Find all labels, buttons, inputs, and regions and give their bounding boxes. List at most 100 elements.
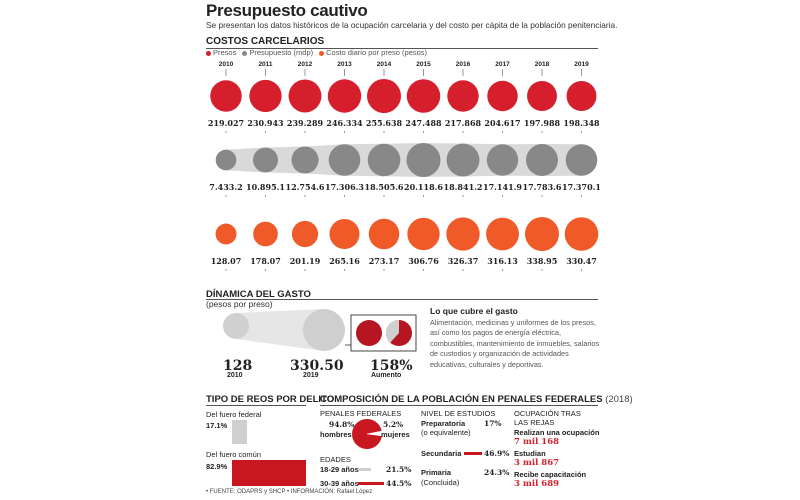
bubble-presupuesto xyxy=(526,144,558,176)
data-label: 10.895.1 xyxy=(246,182,285,192)
bubble-presupuesto xyxy=(446,143,480,177)
dinamica-graphic xyxy=(223,309,417,352)
penales-label: PENALES FEDERALES xyxy=(320,409,402,418)
bubble-presupuesto xyxy=(252,147,279,173)
hombres-pct: 94.8% xyxy=(329,420,355,429)
bubble-presupuesto xyxy=(565,144,598,176)
mujeres-pct: 5.2% xyxy=(383,420,404,429)
edades-label: EDADES xyxy=(320,455,351,464)
cubre-text: Alimentación, medicinas y uniformes de l… xyxy=(430,318,600,369)
comun-pct: 82.9% xyxy=(206,462,228,471)
bubble-presupuesto xyxy=(328,144,361,176)
data-label: 18.505.6 xyxy=(365,182,404,192)
year-label: 2015 xyxy=(416,61,431,68)
pie-mujeres xyxy=(366,430,383,437)
bubble-chart: 2010 2011 2012 2013 2014 2015 2016 2017 2018 2019… xyxy=(208,61,600,271)
tipo-header: TIPO DE REOS POR DELITO xyxy=(206,394,335,405)
data-label: 197.988 xyxy=(524,118,561,128)
dinamica-end-value: 330.50 xyxy=(290,358,344,374)
data-label: 17.141.9 xyxy=(483,182,522,192)
footer-credits: • FUENTE: ODAPRS y SHCP • INFORMACIÓN: R… xyxy=(206,489,373,495)
bubble-costo xyxy=(446,217,480,251)
growth-band xyxy=(236,309,324,351)
federal-bar xyxy=(232,420,247,444)
data-label: 338.95 xyxy=(527,256,558,266)
dinamica-header: DÍNAMICA DEL GASTO xyxy=(206,289,311,300)
edad1-label: 18-29 años xyxy=(320,465,359,474)
sec-bar xyxy=(464,452,482,455)
capacitacion-label: Recibe capacitación xyxy=(514,470,587,479)
dinamica-start-value: 128 xyxy=(223,358,253,374)
year-label: 2019 xyxy=(574,61,589,68)
dinamica-increase-label: Aumento xyxy=(371,372,402,379)
composicion-year: (2018) xyxy=(605,394,633,405)
composicion-header-text: COMPOSICIÓN DE LA POBLACIÓN EN PENALES F… xyxy=(320,394,603,405)
legend-dot-gray xyxy=(242,50,248,56)
data-label: 316.13 xyxy=(487,256,518,266)
data-label: 12.754.6 xyxy=(286,182,325,192)
gender-pie xyxy=(352,419,383,449)
bubble-presos xyxy=(327,79,362,113)
prep-label: Preparatoria xyxy=(421,419,466,428)
composicion-header: COMPOSICIÓN DE LA POBLACIÓN EN PENALES F… xyxy=(320,394,633,405)
legend-item-costo: Costo diario por preso (pesos) xyxy=(319,48,427,57)
data-label: 217.868 xyxy=(445,118,482,128)
data-label: 20.118.6 xyxy=(404,182,443,192)
bubble-presupuesto xyxy=(486,144,519,176)
data-label: 330.47 xyxy=(566,256,597,266)
bubble-costo xyxy=(215,223,237,245)
sec-pct: 46.9% xyxy=(484,449,510,458)
data-label: 219.027 xyxy=(208,118,244,128)
legend-item-presupuesto: Presupuesto (mdp) xyxy=(242,48,313,57)
circle-2010 xyxy=(223,313,249,339)
bubble-costo xyxy=(564,217,599,251)
bubble-presos xyxy=(210,80,242,112)
comun-bar xyxy=(232,460,306,486)
bubble-presos xyxy=(527,81,557,111)
ocupacion-header-1: OCUPACIÓN TRAS xyxy=(514,409,581,418)
year-label: 2018 xyxy=(535,61,550,68)
dinamica-start-year: 2010 xyxy=(227,372,243,379)
dinamica-increase: 158% xyxy=(370,358,413,374)
chart-legend: Presos Presupuesto (mdp) Costo diario po… xyxy=(206,48,427,57)
bubble-costo xyxy=(407,217,440,251)
legend-label: Costo diario por preso (pesos) xyxy=(326,48,428,57)
estudian-label: Estudian xyxy=(514,449,546,458)
bubble-presos xyxy=(367,79,401,113)
data-label: 265.16 xyxy=(329,256,360,266)
divider xyxy=(206,405,306,406)
data-label: 204.617 xyxy=(484,118,520,128)
comun-label: Del fuero común xyxy=(206,450,262,459)
data-label: 7.433.2 xyxy=(209,182,242,192)
bubble-costo xyxy=(291,220,319,248)
data-label: 306.76 xyxy=(408,256,439,266)
ocupacion-header-2: LAS REJAS xyxy=(514,418,555,427)
data-label: 246.334 xyxy=(326,118,363,128)
edad2-label: 30-39 años xyxy=(320,479,359,488)
increase-slice xyxy=(385,319,399,343)
federal-pct: 17.1% xyxy=(206,421,228,430)
costos-header: COSTOS CARCELARIOS xyxy=(206,36,598,49)
year-label: 2011 xyxy=(258,61,272,68)
bubble-presos xyxy=(566,81,597,111)
data-label: 128.07 xyxy=(211,256,242,266)
circle-2019 xyxy=(303,309,345,351)
legend-item-presos: Presos xyxy=(206,48,236,57)
bubble-presupuesto xyxy=(406,143,441,177)
divider xyxy=(206,299,598,300)
legend-label: Presos xyxy=(213,48,237,57)
data-label: 273.17 xyxy=(369,256,400,266)
data-label: 178.07 xyxy=(250,256,281,266)
realizan-value: 7 mil 168 xyxy=(514,437,560,447)
bubble-costo xyxy=(486,217,519,251)
data-label: 230.943 xyxy=(247,118,284,128)
year-label: 2013 xyxy=(337,61,352,68)
bubble-presupuesto xyxy=(291,146,319,174)
divider xyxy=(320,405,598,406)
bubble-costo xyxy=(525,217,559,251)
edad1-pct: 21.5% xyxy=(386,465,412,474)
data-label: 17.370.1 xyxy=(562,182,600,192)
dinamica-end-year: 2019 xyxy=(303,372,319,379)
capacitacion-value: 3 mil 689 xyxy=(514,479,560,489)
hombres-label: hombres xyxy=(320,430,352,439)
